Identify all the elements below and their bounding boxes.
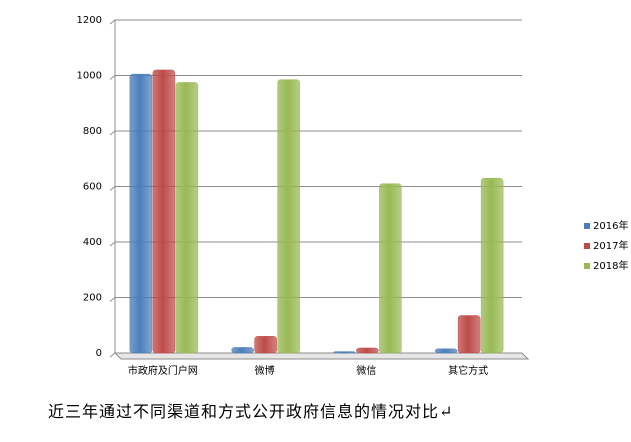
bar <box>129 73 153 354</box>
legend-label: 2018年 <box>593 259 628 272</box>
bar <box>480 177 504 354</box>
y-tick-label: 1200 <box>77 15 102 26</box>
bar <box>175 82 199 354</box>
bar <box>254 336 277 354</box>
bar <box>152 69 176 354</box>
y-tick-label: 800 <box>83 126 102 137</box>
legend-label: 2017年 <box>593 239 628 252</box>
bar <box>231 347 254 354</box>
y-tick-label: 200 <box>83 293 102 304</box>
y-tick-label: 1000 <box>77 71 102 82</box>
floor <box>113 352 530 360</box>
y-tick-label: 400 <box>83 237 102 248</box>
bar <box>457 315 481 354</box>
bar <box>333 351 356 354</box>
x-tick-label: 其它方式 <box>448 364 488 377</box>
bar <box>379 183 402 354</box>
x-tick-label: 微信 <box>356 364 376 377</box>
grid-line <box>109 75 522 80</box>
x-tick-label: 市政府及门户网 <box>128 364 198 377</box>
legend-swatch <box>584 223 590 229</box>
bar <box>434 348 458 354</box>
chart: 0 200 400 600 800 1000 1200 市政府及门户网 微博 微信 其它方式 2016… <box>77 15 629 377</box>
caption: 近三年通过不同渠道和方式公开政府信息的情况对比↵ <box>48 402 454 421</box>
legend-swatch <box>584 263 590 269</box>
legend-label: 2016年 <box>593 219 628 232</box>
bar <box>277 79 300 354</box>
grid-line <box>109 19 522 25</box>
x-tick-label: 微博 <box>255 364 275 377</box>
y-tick-label: 600 <box>83 182 102 193</box>
legend-swatch <box>584 243 590 249</box>
y-tick-label: 0 <box>96 348 102 359</box>
grid-line <box>109 130 522 136</box>
bar <box>356 347 379 354</box>
